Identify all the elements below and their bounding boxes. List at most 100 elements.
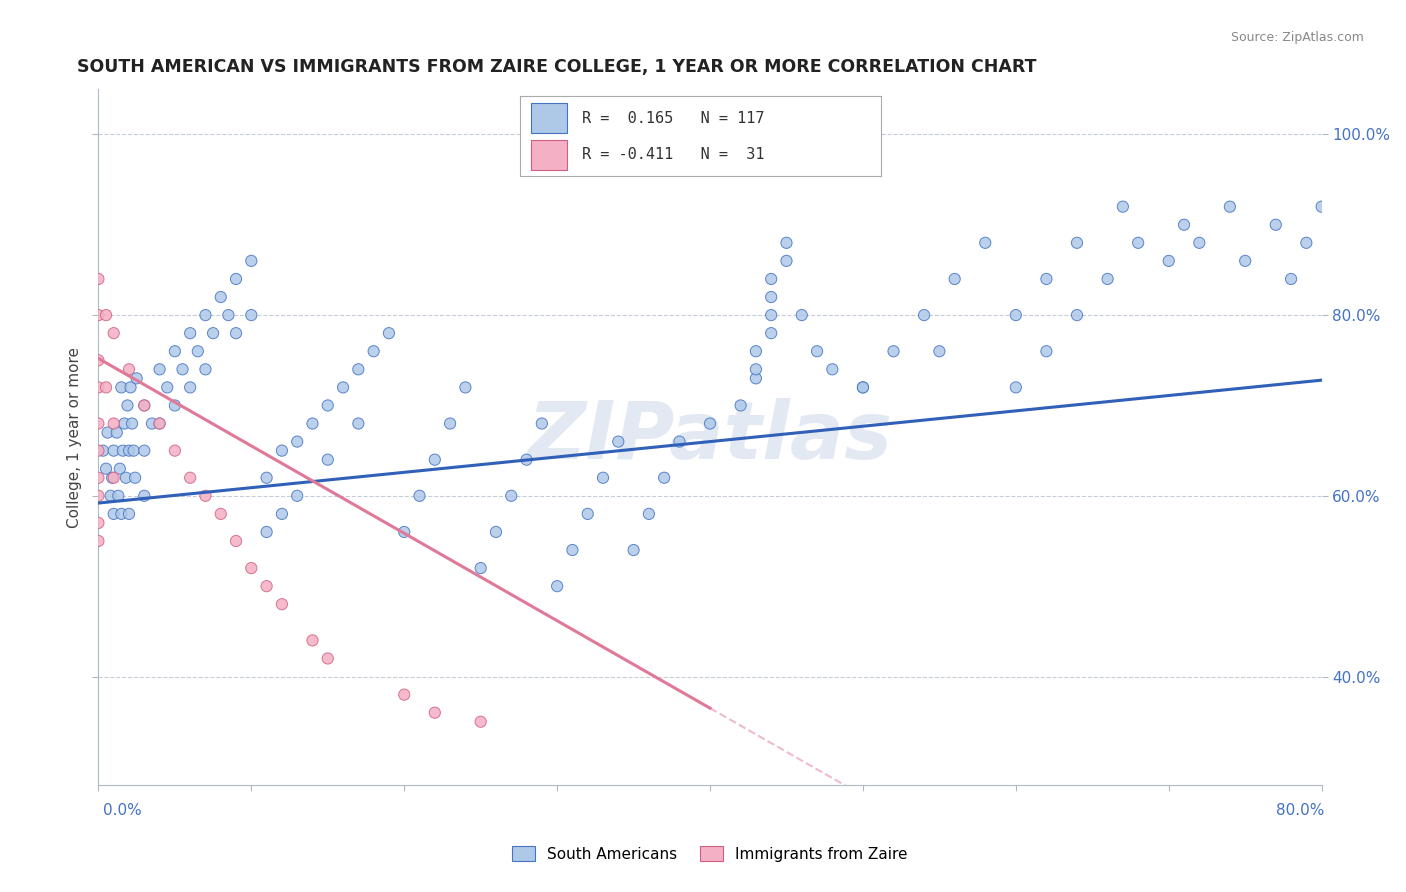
Point xyxy=(87,443,110,458)
Point xyxy=(240,253,263,268)
Point xyxy=(790,308,813,322)
Point xyxy=(209,290,232,304)
Point xyxy=(256,471,278,485)
Point xyxy=(759,326,782,341)
Point xyxy=(607,434,630,449)
Point xyxy=(1157,253,1180,268)
Point xyxy=(91,443,114,458)
Point xyxy=(1234,253,1257,268)
Point xyxy=(194,489,217,503)
Point xyxy=(1264,218,1286,232)
Point xyxy=(363,344,385,359)
Point xyxy=(316,452,339,467)
Point xyxy=(110,380,132,394)
Point xyxy=(121,417,143,431)
Point xyxy=(163,399,186,413)
Point xyxy=(118,443,141,458)
Point xyxy=(270,507,292,521)
Point xyxy=(408,489,430,503)
Point xyxy=(156,380,179,394)
Text: 80.0%: 80.0% xyxy=(1277,803,1324,818)
Point xyxy=(124,471,146,485)
Point xyxy=(110,507,132,521)
Point xyxy=(1097,272,1119,286)
Point xyxy=(111,443,134,458)
Point xyxy=(87,353,110,368)
Point xyxy=(1004,380,1026,394)
Point xyxy=(225,326,247,341)
Point xyxy=(163,344,186,359)
Point xyxy=(87,471,110,485)
Point xyxy=(730,399,752,413)
Point xyxy=(423,452,446,467)
Point xyxy=(134,489,156,503)
Point xyxy=(1173,218,1195,232)
Point xyxy=(179,380,201,394)
Point xyxy=(87,417,110,431)
Point xyxy=(745,371,768,385)
Point xyxy=(225,533,247,548)
Point xyxy=(179,326,201,341)
Point xyxy=(103,443,125,458)
Point xyxy=(112,417,135,431)
Point xyxy=(821,362,844,376)
Point xyxy=(912,308,935,322)
Point xyxy=(516,452,538,467)
Point xyxy=(852,380,875,394)
Point xyxy=(470,561,492,575)
Point xyxy=(94,308,117,322)
Point xyxy=(103,471,125,485)
Point xyxy=(240,308,263,322)
Point xyxy=(852,380,875,394)
Point xyxy=(454,380,477,394)
Point xyxy=(745,344,768,359)
Point xyxy=(423,706,446,720)
Point xyxy=(194,308,217,322)
Point xyxy=(378,326,401,341)
Point xyxy=(87,533,110,548)
Point xyxy=(316,399,339,413)
Point xyxy=(270,443,292,458)
Point xyxy=(172,362,194,376)
Point xyxy=(149,417,172,431)
Point xyxy=(240,561,263,575)
Point xyxy=(392,524,416,539)
Point xyxy=(652,471,675,485)
Point xyxy=(775,253,797,268)
Legend: South Americans, Immigrants from Zaire: South Americans, Immigrants from Zaire xyxy=(506,839,914,868)
Point xyxy=(209,507,232,521)
Point xyxy=(332,380,354,394)
Point xyxy=(759,308,782,322)
Point xyxy=(118,507,141,521)
Point xyxy=(100,489,122,503)
Point xyxy=(87,489,110,503)
Point xyxy=(105,425,128,440)
Point xyxy=(1279,272,1302,286)
Point xyxy=(1128,235,1150,250)
Point xyxy=(928,344,950,359)
Text: Source: ZipAtlas.com: Source: ZipAtlas.com xyxy=(1230,31,1364,45)
Point xyxy=(1219,200,1241,214)
Text: SOUTH AMERICAN VS IMMIGRANTS FROM ZAIRE COLLEGE, 1 YEAR OR MORE CORRELATION CHAR: SOUTH AMERICAN VS IMMIGRANTS FROM ZAIRE … xyxy=(77,58,1036,76)
Point xyxy=(256,579,278,593)
Point xyxy=(87,308,110,322)
Point xyxy=(94,461,117,475)
Point xyxy=(179,471,201,485)
Point xyxy=(347,362,370,376)
Point xyxy=(806,344,828,359)
Text: ZIPatlas: ZIPatlas xyxy=(527,398,893,476)
Point xyxy=(194,362,217,376)
Point xyxy=(623,543,645,558)
Y-axis label: College, 1 year or more: College, 1 year or more xyxy=(66,347,82,527)
Point xyxy=(470,714,492,729)
Point xyxy=(202,326,225,341)
Point xyxy=(699,417,721,431)
Point xyxy=(759,272,782,286)
Point xyxy=(943,272,966,286)
Point xyxy=(439,417,461,431)
Point xyxy=(103,326,125,341)
Point xyxy=(347,417,370,431)
Point xyxy=(149,362,172,376)
Point xyxy=(1112,200,1135,214)
Point xyxy=(103,417,125,431)
